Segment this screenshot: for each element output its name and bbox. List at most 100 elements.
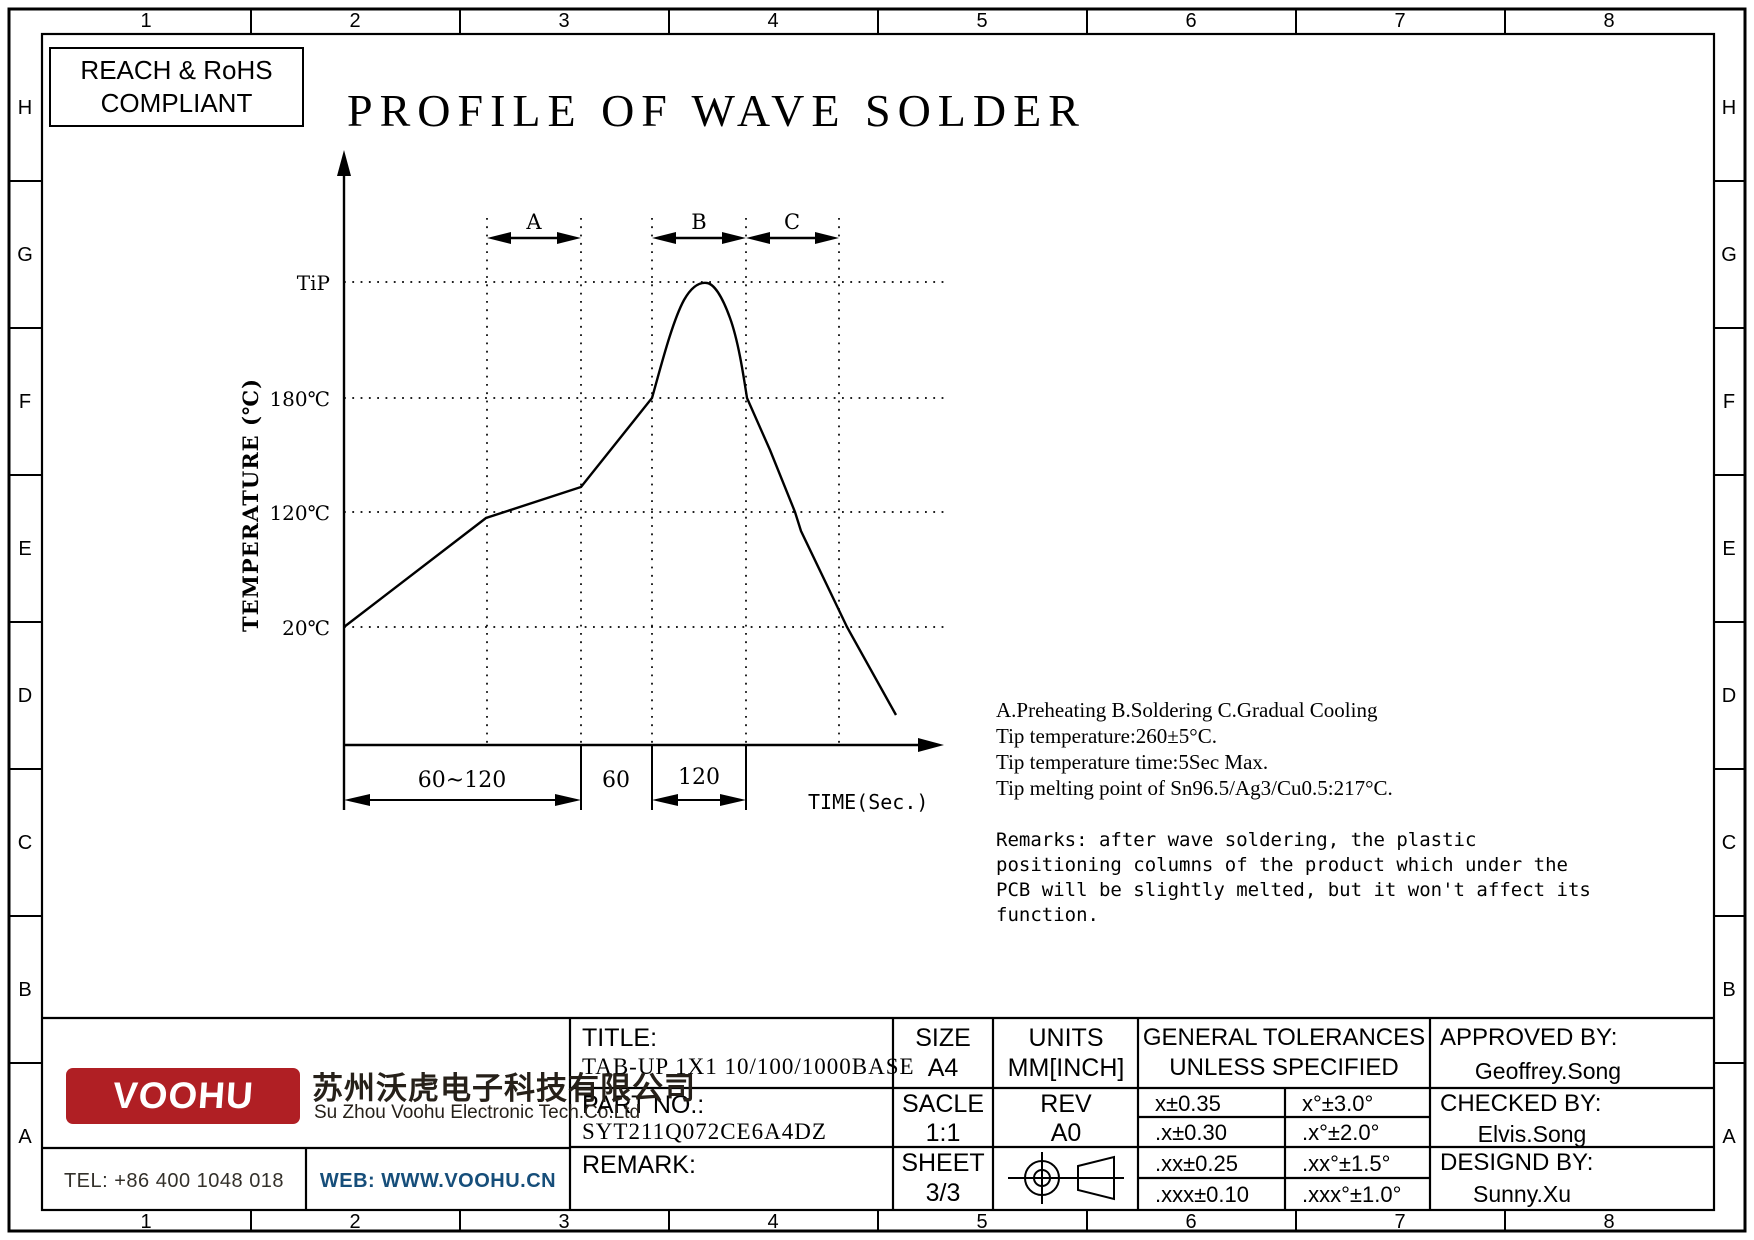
ruler-col-bottom: 3 <box>558 1211 570 1233</box>
tolerances-header-line2: UNLESS SPECIFIED <box>1169 1054 1399 1081</box>
ruler-col: 4 <box>767 10 779 32</box>
note-line: Tip melting point of Sn96.5/Ag3/Cu0.5:21… <box>996 776 1393 800</box>
tolerance-linear: x±0.35 <box>1155 1091 1221 1116</box>
rev-value: A0 <box>1050 1119 1082 1147</box>
ruler-col: 1 <box>140 10 152 32</box>
ruler-col-bottom: 2 <box>349 1211 361 1233</box>
approved-by-label: APPROVED BY: <box>1440 1024 1618 1051</box>
ruler-col-bottom: 8 <box>1603 1211 1615 1233</box>
ruler-row: E <box>18 538 32 560</box>
company-logo-text: VOOHU <box>111 1075 255 1116</box>
scale-value: 1:1 <box>925 1119 961 1147</box>
chart-gridlines <box>344 218 947 745</box>
company-name-en: Su Zhou Voohu Electronic Tech.Co.Ltd <box>314 1102 641 1123</box>
ruler-col-bottom: 6 <box>1185 1211 1197 1233</box>
ruler-col-bottom: 7 <box>1394 1211 1406 1233</box>
y-tick-tip: TiP <box>296 271 330 295</box>
ruler-row-right: A <box>1722 1126 1736 1148</box>
remarks: Remarks: after wave soldering, the plast… <box>996 828 1591 928</box>
title-block-grid <box>42 1016 1714 1210</box>
remark-line: Remarks: after wave soldering, the plast… <box>996 829 1477 851</box>
ruler-row-right: F <box>1722 391 1736 413</box>
units-label: UNITS <box>1028 1024 1104 1052</box>
tolerance-angular: .x°±2.0° <box>1302 1120 1380 1145</box>
ruler-row-right: E <box>1722 538 1736 560</box>
sheet-value: 3/3 <box>925 1179 961 1207</box>
ruler-col: 2 <box>349 10 361 32</box>
checked-by-label: CHECKED BY: <box>1440 1090 1602 1117</box>
phase-label-c: C <box>783 210 801 234</box>
sheet-label: SHEET <box>901 1149 985 1177</box>
time-segment-preheat: 60~120 <box>417 768 507 793</box>
ruler-row-right: B <box>1722 979 1736 1001</box>
size-label: SIZE <box>915 1024 971 1052</box>
ruler-ticks <box>9 9 1745 1231</box>
company-name-cn: 苏州沃虎电子科技有限公司 <box>312 1071 696 1106</box>
ruler-row-right: D <box>1721 685 1737 707</box>
temperature-curve <box>343 281 898 716</box>
size-value: A4 <box>927 1054 959 1082</box>
approved-by-value: Geoffrey.Song <box>1474 1058 1622 1084</box>
remark-line: PCB will be slightly melted, but it won'… <box>996 879 1591 901</box>
rev-label: REV <box>1040 1090 1092 1118</box>
ruler-row: A <box>18 1126 32 1148</box>
part-no-value: SYT211Q072CE6A4DZ <box>582 1119 827 1144</box>
process-notes: A.Preheating B.Soldering C.Gradual Cooli… <box>996 697 1393 801</box>
compliance-badge-line1: REACH & RoHS <box>80 54 273 85</box>
designed-by-value: Sunny.Xu <box>1472 1181 1572 1207</box>
ruler-row: H <box>17 97 33 119</box>
compliance-badge-line2: COMPLIANT <box>100 88 253 118</box>
ruler-col-bottom: 4 <box>767 1211 779 1233</box>
checked-by-value: Elvis.Song <box>1477 1121 1587 1147</box>
compliance-badge: REACH & RoHS COMPLIANT <box>49 47 304 127</box>
remark-line: function. <box>996 904 1099 926</box>
scale-label: SACLE <box>902 1090 984 1118</box>
chart-axes <box>342 168 922 810</box>
ruler-row: B <box>18 979 32 1001</box>
tolerance-linear: .x±0.30 <box>1155 1120 1228 1145</box>
tolerance-angular: .xx°±1.5° <box>1302 1151 1391 1176</box>
ruler-row-right: G <box>1721 244 1737 266</box>
company-tel: TEL: +86 400 1048 018 <box>63 1170 285 1192</box>
note-line: Tip temperature time:5Sec Max. <box>996 750 1269 774</box>
y-tick-120: 120℃ <box>269 501 330 525</box>
x-axis-label: TIME(Sec.) <box>808 790 929 814</box>
ruler-row-right: C <box>1721 832 1737 854</box>
y-tick-20: 20℃ <box>282 616 330 640</box>
company-web: WEB: WWW.VOOHU.CN <box>319 1170 557 1192</box>
units-value: MM[INCH] <box>1007 1054 1125 1082</box>
y-tick-180: 180℃ <box>269 387 330 411</box>
page-title: PROFILE OF WAVE SOLDER <box>347 85 1086 136</box>
remark-label: REMARK: <box>582 1151 696 1179</box>
ruler-row-right: H <box>1721 97 1737 119</box>
part-no-label: PART NO.: <box>582 1091 705 1119</box>
company-logo: VOOHU <box>66 1068 300 1124</box>
time-segment-cooling: 120 <box>678 765 720 790</box>
note-line: A.Preheating B.Soldering C.Gradual Cooli… <box>996 698 1378 722</box>
projection-symbol-icon <box>1008 1152 1124 1204</box>
ruler-col-bottom: 1 <box>140 1211 152 1233</box>
arrowheads <box>337 150 944 806</box>
tolerance-linear: .xx±0.25 <box>1155 1151 1239 1176</box>
ruler-col: 3 <box>558 10 570 32</box>
ruler-row: C <box>17 832 33 854</box>
phase-label-a: A <box>526 210 542 234</box>
ruler-row: G <box>17 244 33 266</box>
tolerance-angular: .xxx°±1.0° <box>1302 1182 1402 1207</box>
time-segment-solder: 60 <box>602 768 630 793</box>
ruler-col: 7 <box>1394 10 1406 32</box>
ruler-row: F <box>18 391 32 413</box>
title-label: TITLE: <box>582 1024 658 1052</box>
phase-label-b: B <box>691 210 707 234</box>
tolerance-linear: .xxx±0.10 <box>1155 1182 1250 1207</box>
tolerances-header-line1: GENERAL TOLERANCES <box>1142 1024 1426 1051</box>
ruler-col: 8 <box>1603 10 1615 32</box>
tolerance-angular: x°±3.0° <box>1302 1091 1374 1116</box>
note-line: Tip temperature:260±5°C. <box>996 724 1217 748</box>
ruler-col-bottom: 5 <box>976 1211 988 1233</box>
ruler-row: D <box>17 685 33 707</box>
title-value: TAB-UP 1X1 10/100/1000BASE <box>582 1054 915 1079</box>
designed-by-label: DESIGND BY: <box>1440 1149 1594 1176</box>
